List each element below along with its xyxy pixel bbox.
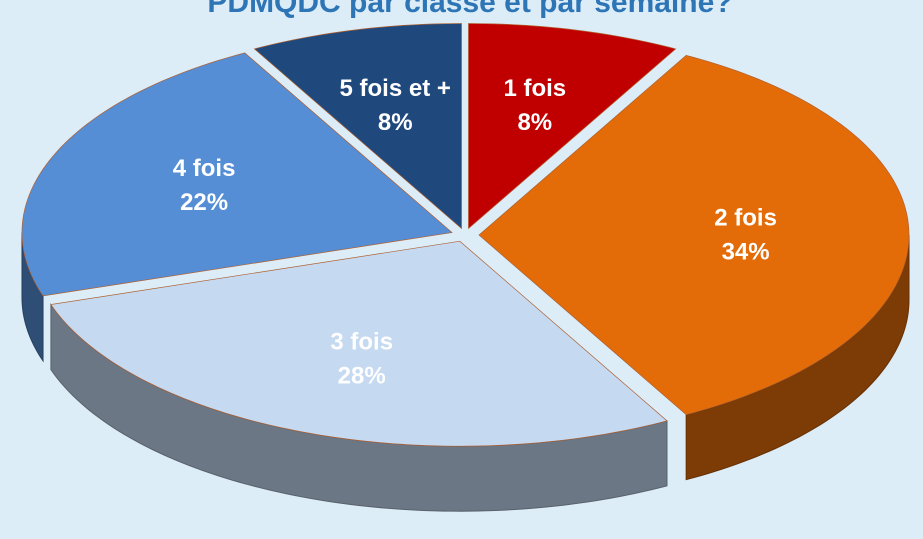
slice-category-label: 2 fois [714,204,777,231]
slice-category-label: 5 fois et + [340,75,451,102]
slice [468,23,677,230]
pie-tops [21,23,910,447]
slice-value-label: 34% [722,238,770,265]
slice-category-label: 1 fois [503,75,566,102]
slice-value-label: 8% [378,109,413,136]
slice [478,54,910,416]
slice [253,23,462,230]
slice-value-label: 22% [180,189,228,216]
slice [21,52,453,297]
chart-title: PDMQDC par classe et par semaine? [207,0,732,19]
slice-value-label: 28% [338,363,386,390]
slice-category-label: 4 fois [173,155,236,182]
slice-category-label: 3 fois [330,329,393,356]
slice [50,240,668,447]
slice-value-label: 8% [517,109,552,136]
